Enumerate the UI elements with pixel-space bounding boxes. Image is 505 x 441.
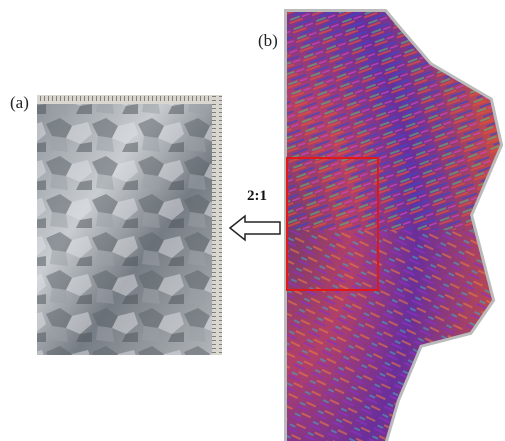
panel-label: (b) [258, 31, 278, 50]
arrow [230, 216, 280, 240]
photo-b [287, 10, 502, 441]
panel-label: (a) [10, 93, 29, 112]
photo-a [37, 95, 222, 355]
figure: (a) 2:1 (b) [0, 0, 505, 441]
scale-label: 2:1 [247, 188, 267, 204]
